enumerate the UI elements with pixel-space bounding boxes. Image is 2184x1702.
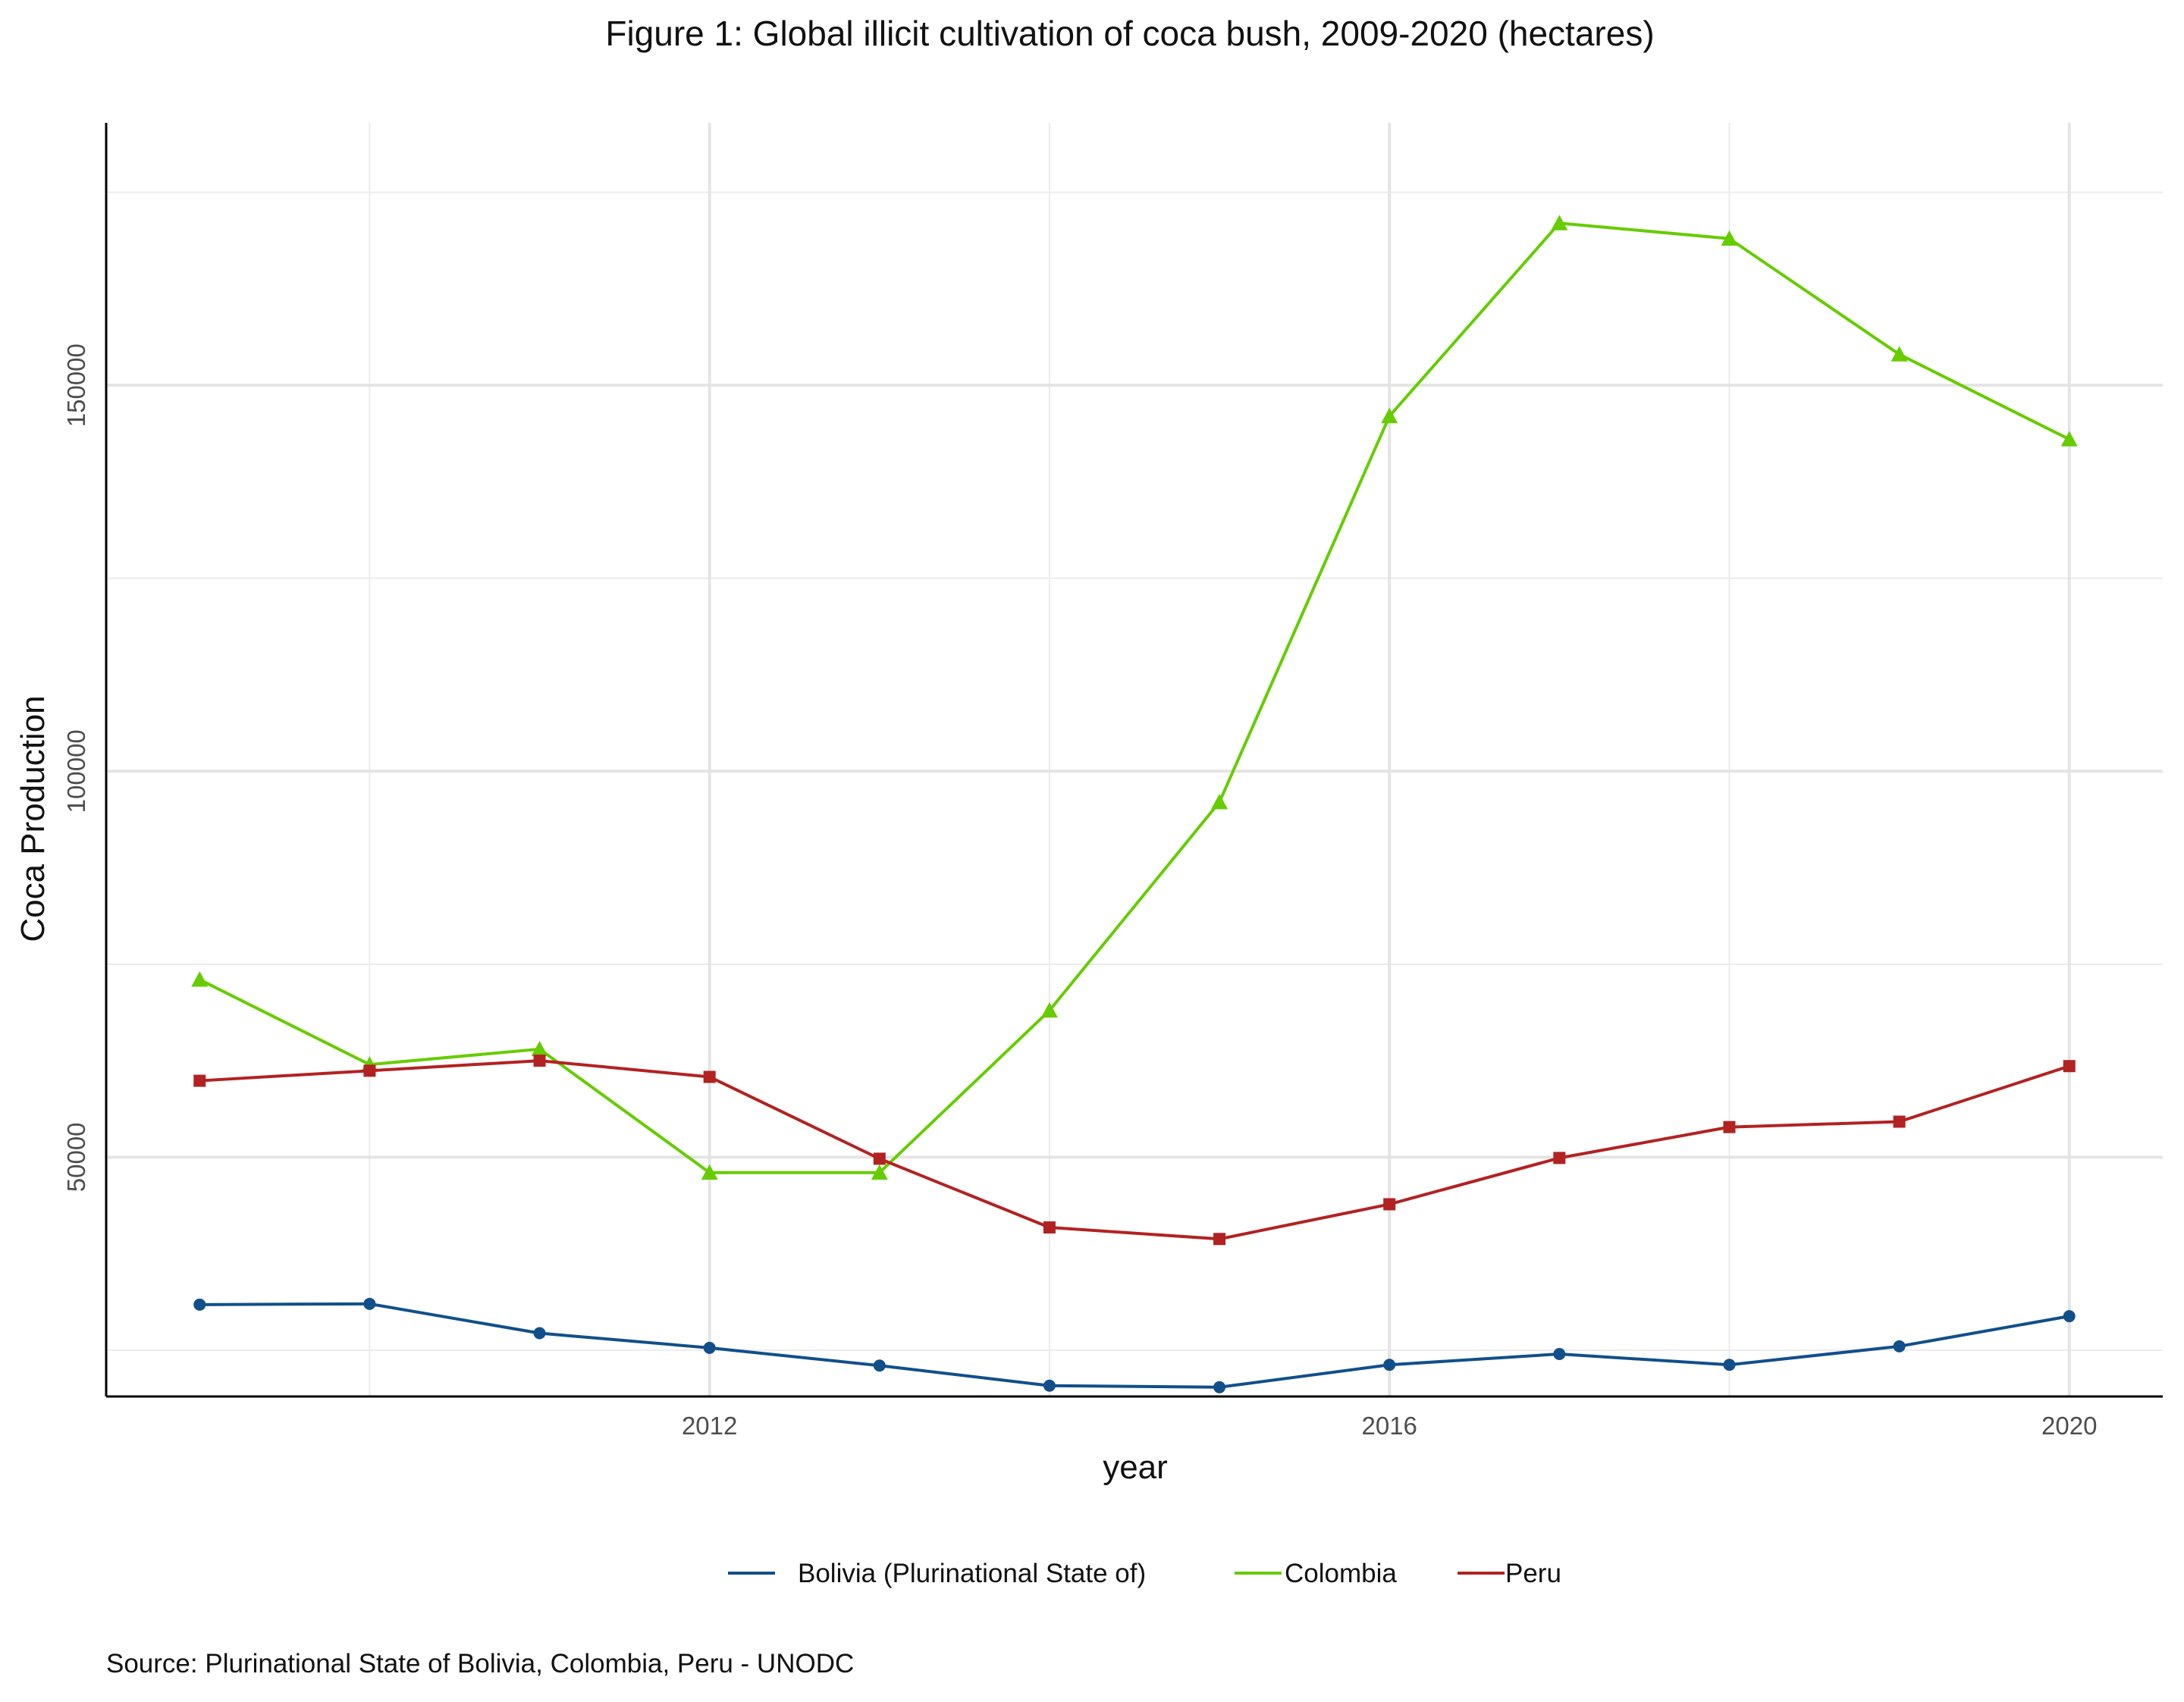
legend-item: Colombia xyxy=(1235,1559,1397,1588)
y-tick-label: 100000 xyxy=(62,729,90,813)
data-series xyxy=(191,215,2078,1393)
series-line xyxy=(199,221,2070,1174)
data-point xyxy=(1553,1152,1566,1164)
data-point xyxy=(531,1040,548,1057)
data-point xyxy=(1553,1348,1566,1360)
data-point xyxy=(871,1164,888,1180)
data-point xyxy=(1723,1359,1736,1371)
series-line xyxy=(199,1302,2070,1389)
data-point xyxy=(1383,1359,1396,1371)
legend-item: Peru xyxy=(1458,1559,1561,1588)
data-point xyxy=(1723,1121,1736,1133)
data-point xyxy=(191,971,209,987)
source-caption: Source: Plurinational State of Bolivia, … xyxy=(106,1649,854,1678)
legend-label: Bolivia (Plurinational State of) xyxy=(798,1559,1146,1588)
data-point xyxy=(1721,230,1738,246)
data-point xyxy=(1213,1381,1226,1393)
data-point xyxy=(363,1064,376,1077)
data-point xyxy=(533,1327,546,1340)
x-axis-title: year xyxy=(1103,1449,1168,1486)
data-point xyxy=(193,1298,206,1311)
data-point xyxy=(2063,1060,2076,1073)
y-tick-label: 50000 xyxy=(62,1122,90,1192)
data-point xyxy=(703,1341,716,1354)
data-point xyxy=(193,1074,206,1087)
data-point xyxy=(873,1152,886,1165)
data-point xyxy=(1211,794,1228,810)
series-0 xyxy=(193,1297,2076,1393)
legend-item: Bolivia (Plurinational State of) xyxy=(728,1559,1146,1588)
data-point xyxy=(1891,346,1908,362)
tick-labels: 2012 2016 2020 50000 100000 150000 xyxy=(62,343,2097,1440)
data-point xyxy=(363,1297,376,1310)
data-point xyxy=(1213,1233,1226,1246)
data-point xyxy=(1043,1379,1056,1392)
data-point xyxy=(873,1359,886,1372)
data-point xyxy=(1043,1221,1056,1234)
legend: Bolivia (Plurinational State of) Colombia… xyxy=(728,1559,1561,1588)
data-point xyxy=(1383,1198,1396,1211)
data-point xyxy=(2060,431,2078,447)
series-2 xyxy=(193,1055,2076,1246)
data-point xyxy=(703,1070,716,1083)
data-point xyxy=(2063,1310,2076,1323)
legend-label: Peru xyxy=(1505,1559,1561,1588)
data-point xyxy=(1893,1115,1906,1128)
data-point xyxy=(533,1055,546,1067)
data-point xyxy=(1040,1001,1058,1018)
grid-lines xyxy=(106,123,2163,1396)
y-axis-title: Coca Production xyxy=(14,695,52,942)
data-point xyxy=(1893,1340,1906,1353)
chart-title: Figure 1: Global illicit cultivation of … xyxy=(605,14,1654,53)
y-tick-label: 150000 xyxy=(62,343,90,427)
data-point xyxy=(701,1164,718,1180)
x-tick-label: 2012 xyxy=(682,1412,737,1440)
x-tick-label: 2016 xyxy=(1361,1412,1417,1440)
legend-label: Colombia xyxy=(1285,1559,1397,1588)
data-point xyxy=(1381,407,1398,424)
data-point xyxy=(1551,215,1568,230)
x-tick-label: 2020 xyxy=(2041,1412,2097,1440)
series-line xyxy=(199,1059,2070,1241)
axes xyxy=(105,123,2163,1398)
